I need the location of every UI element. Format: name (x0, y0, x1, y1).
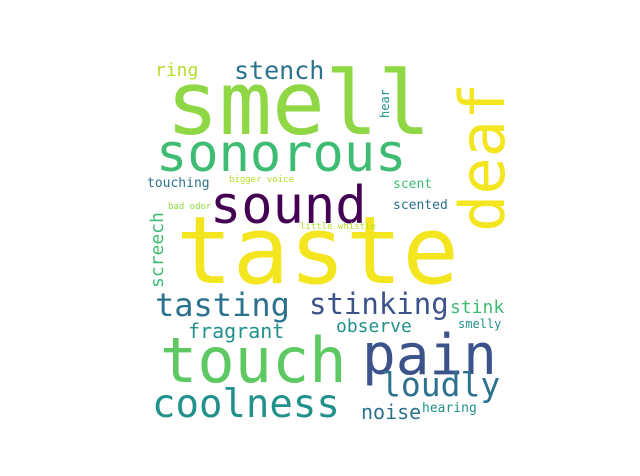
word-bigger-voice: bigger voice (229, 175, 295, 185)
word-taste: taste (176, 197, 459, 306)
word-stinking: stinking (309, 287, 449, 321)
word-scented: scented (393, 198, 448, 213)
word-bad-odor: bad odor (168, 202, 212, 212)
word-touching: touching (147, 176, 210, 191)
word-pain: pain (362, 323, 497, 388)
word-touch: touch (160, 324, 347, 397)
word-screech: screech (147, 212, 168, 288)
word-smell: smell (166, 52, 431, 155)
word-smelly: smelly (458, 317, 502, 331)
word-hear: hear (378, 89, 392, 118)
word-deaf: deaf (446, 82, 519, 232)
word-noise: noise (361, 400, 422, 424)
word-ring: ring (155, 60, 199, 81)
word-sound: sound (210, 176, 367, 236)
word-fragrant: fragrant (188, 319, 285, 343)
word-stench: stench (234, 56, 325, 85)
word-stink: stink (450, 297, 505, 318)
word-observe: observe (336, 316, 412, 337)
word-sonorous: sonorous (156, 124, 407, 184)
word-tasting: tasting (155, 286, 290, 324)
word-hearing: hearing (422, 401, 477, 416)
word-scent: scent (393, 177, 433, 192)
word-loudly: loudly (381, 365, 501, 404)
word-coolness: coolness (152, 382, 340, 427)
word-little-whistle: little whistle (300, 222, 376, 232)
